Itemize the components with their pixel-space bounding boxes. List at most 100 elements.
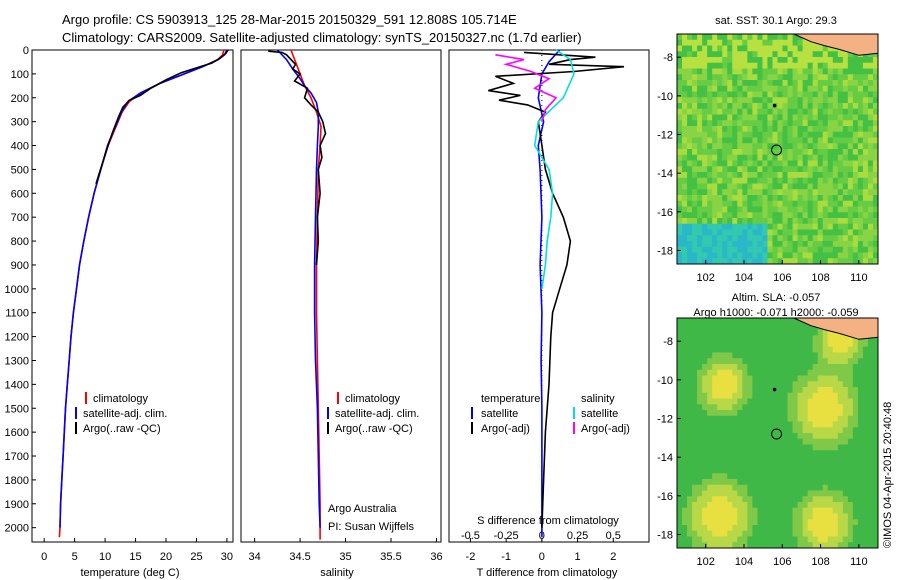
- map-cell: [847, 530, 854, 537]
- map-cell: [727, 200, 733, 207]
- depth-tick-label: 900: [11, 260, 29, 272]
- map-cell: [677, 410, 683, 417]
- map-cell: [787, 467, 793, 474]
- map-cell: [747, 229, 753, 236]
- map-cell: [717, 427, 723, 434]
- map-cell: [707, 484, 713, 491]
- map-cell: [682, 375, 688, 382]
- map-cell: [872, 335, 879, 342]
- map-cell: [762, 114, 768, 121]
- map-cell: [772, 62, 778, 69]
- map-cell: [832, 200, 839, 207]
- map-cell: [847, 542, 854, 549]
- map-cell: [677, 530, 683, 537]
- map-cell: [802, 235, 809, 242]
- map-cell: [797, 143, 804, 150]
- map-cell: [827, 392, 834, 399]
- map-cell: [817, 68, 824, 75]
- map-cell: [682, 149, 688, 156]
- map-cell: [807, 97, 814, 104]
- map-cell: [762, 461, 768, 468]
- map-cell: [687, 484, 693, 491]
- map-cell: [857, 85, 864, 92]
- map-cell: [677, 62, 683, 69]
- map-cell: [807, 177, 814, 184]
- map-cell: [757, 97, 763, 104]
- map-cell: [852, 241, 859, 248]
- map-cell: [707, 154, 713, 161]
- map-cell: [777, 358, 783, 365]
- map-cell: [827, 200, 834, 207]
- map-cell: [702, 450, 708, 457]
- map-cell: [867, 341, 874, 348]
- map-cell: [782, 421, 788, 428]
- map-cell: [752, 490, 758, 497]
- map-cell: [827, 85, 834, 92]
- map-cell: [772, 246, 778, 253]
- map-cell: [847, 387, 854, 394]
- top-tick-label: 0.25: [567, 530, 588, 542]
- map-y-tick-label: -8: [663, 336, 673, 348]
- map-cell: [862, 149, 869, 156]
- map-cell: [842, 341, 849, 348]
- map-x-tick-label: 108: [811, 556, 829, 568]
- map-cell: [822, 85, 829, 92]
- map-cell: [732, 479, 738, 486]
- map-cell: [797, 404, 804, 411]
- map-cell: [687, 108, 693, 115]
- map-cell: [727, 427, 733, 434]
- map-cell: [867, 525, 874, 532]
- map-cell: [807, 507, 814, 514]
- map-cell: [827, 74, 834, 81]
- map-cell: [872, 258, 879, 265]
- map-cell: [697, 490, 703, 497]
- map-cell: [827, 450, 834, 457]
- map-cell: [707, 375, 713, 382]
- map-cell: [807, 108, 814, 115]
- map-cell: [712, 183, 718, 190]
- map-cell: [862, 108, 869, 115]
- map-cell: [802, 473, 809, 480]
- map-cell: [827, 166, 834, 173]
- title-line-2: Climatology: CARS2009. Satellite-adjuste…: [62, 30, 582, 45]
- map-cell: [802, 536, 809, 543]
- map-cell: [787, 160, 793, 167]
- map-cell: [697, 421, 703, 428]
- map-cell: [797, 450, 804, 457]
- map-cell: [812, 502, 819, 509]
- map-cell: [777, 51, 783, 58]
- map-cell: [872, 490, 879, 497]
- map-cell: [807, 421, 814, 428]
- map-cell: [862, 160, 869, 167]
- map-cell: [737, 120, 743, 127]
- map-cell: [747, 364, 753, 371]
- map-cell: [862, 235, 869, 242]
- map-cell: [732, 126, 738, 133]
- map-cell: [867, 519, 874, 526]
- map-cell: [682, 62, 688, 69]
- map-cell: [852, 97, 859, 104]
- map-cell: [802, 223, 809, 230]
- map-cell: [737, 235, 743, 242]
- map-cell: [742, 103, 748, 110]
- map-cell: [722, 496, 728, 503]
- map-cell: [762, 97, 768, 104]
- map-cell: [692, 183, 698, 190]
- map-cell: [697, 97, 703, 104]
- legend-label-climatology: climatology: [93, 393, 149, 405]
- map-cell: [832, 433, 839, 440]
- map-cell: [832, 212, 839, 219]
- map-cell: [752, 450, 758, 457]
- map-cell: [712, 369, 718, 376]
- map-cell: [807, 80, 814, 87]
- map-cell: [872, 229, 879, 236]
- map-cell: [697, 241, 703, 248]
- map-cell: [682, 241, 688, 248]
- map-cell: [737, 206, 743, 213]
- map-cell: [762, 536, 768, 543]
- map-cell: [857, 484, 864, 491]
- map-cell: [847, 189, 854, 196]
- map-cell: [867, 427, 874, 434]
- map-cell: [757, 502, 763, 509]
- map-cell: [792, 456, 799, 463]
